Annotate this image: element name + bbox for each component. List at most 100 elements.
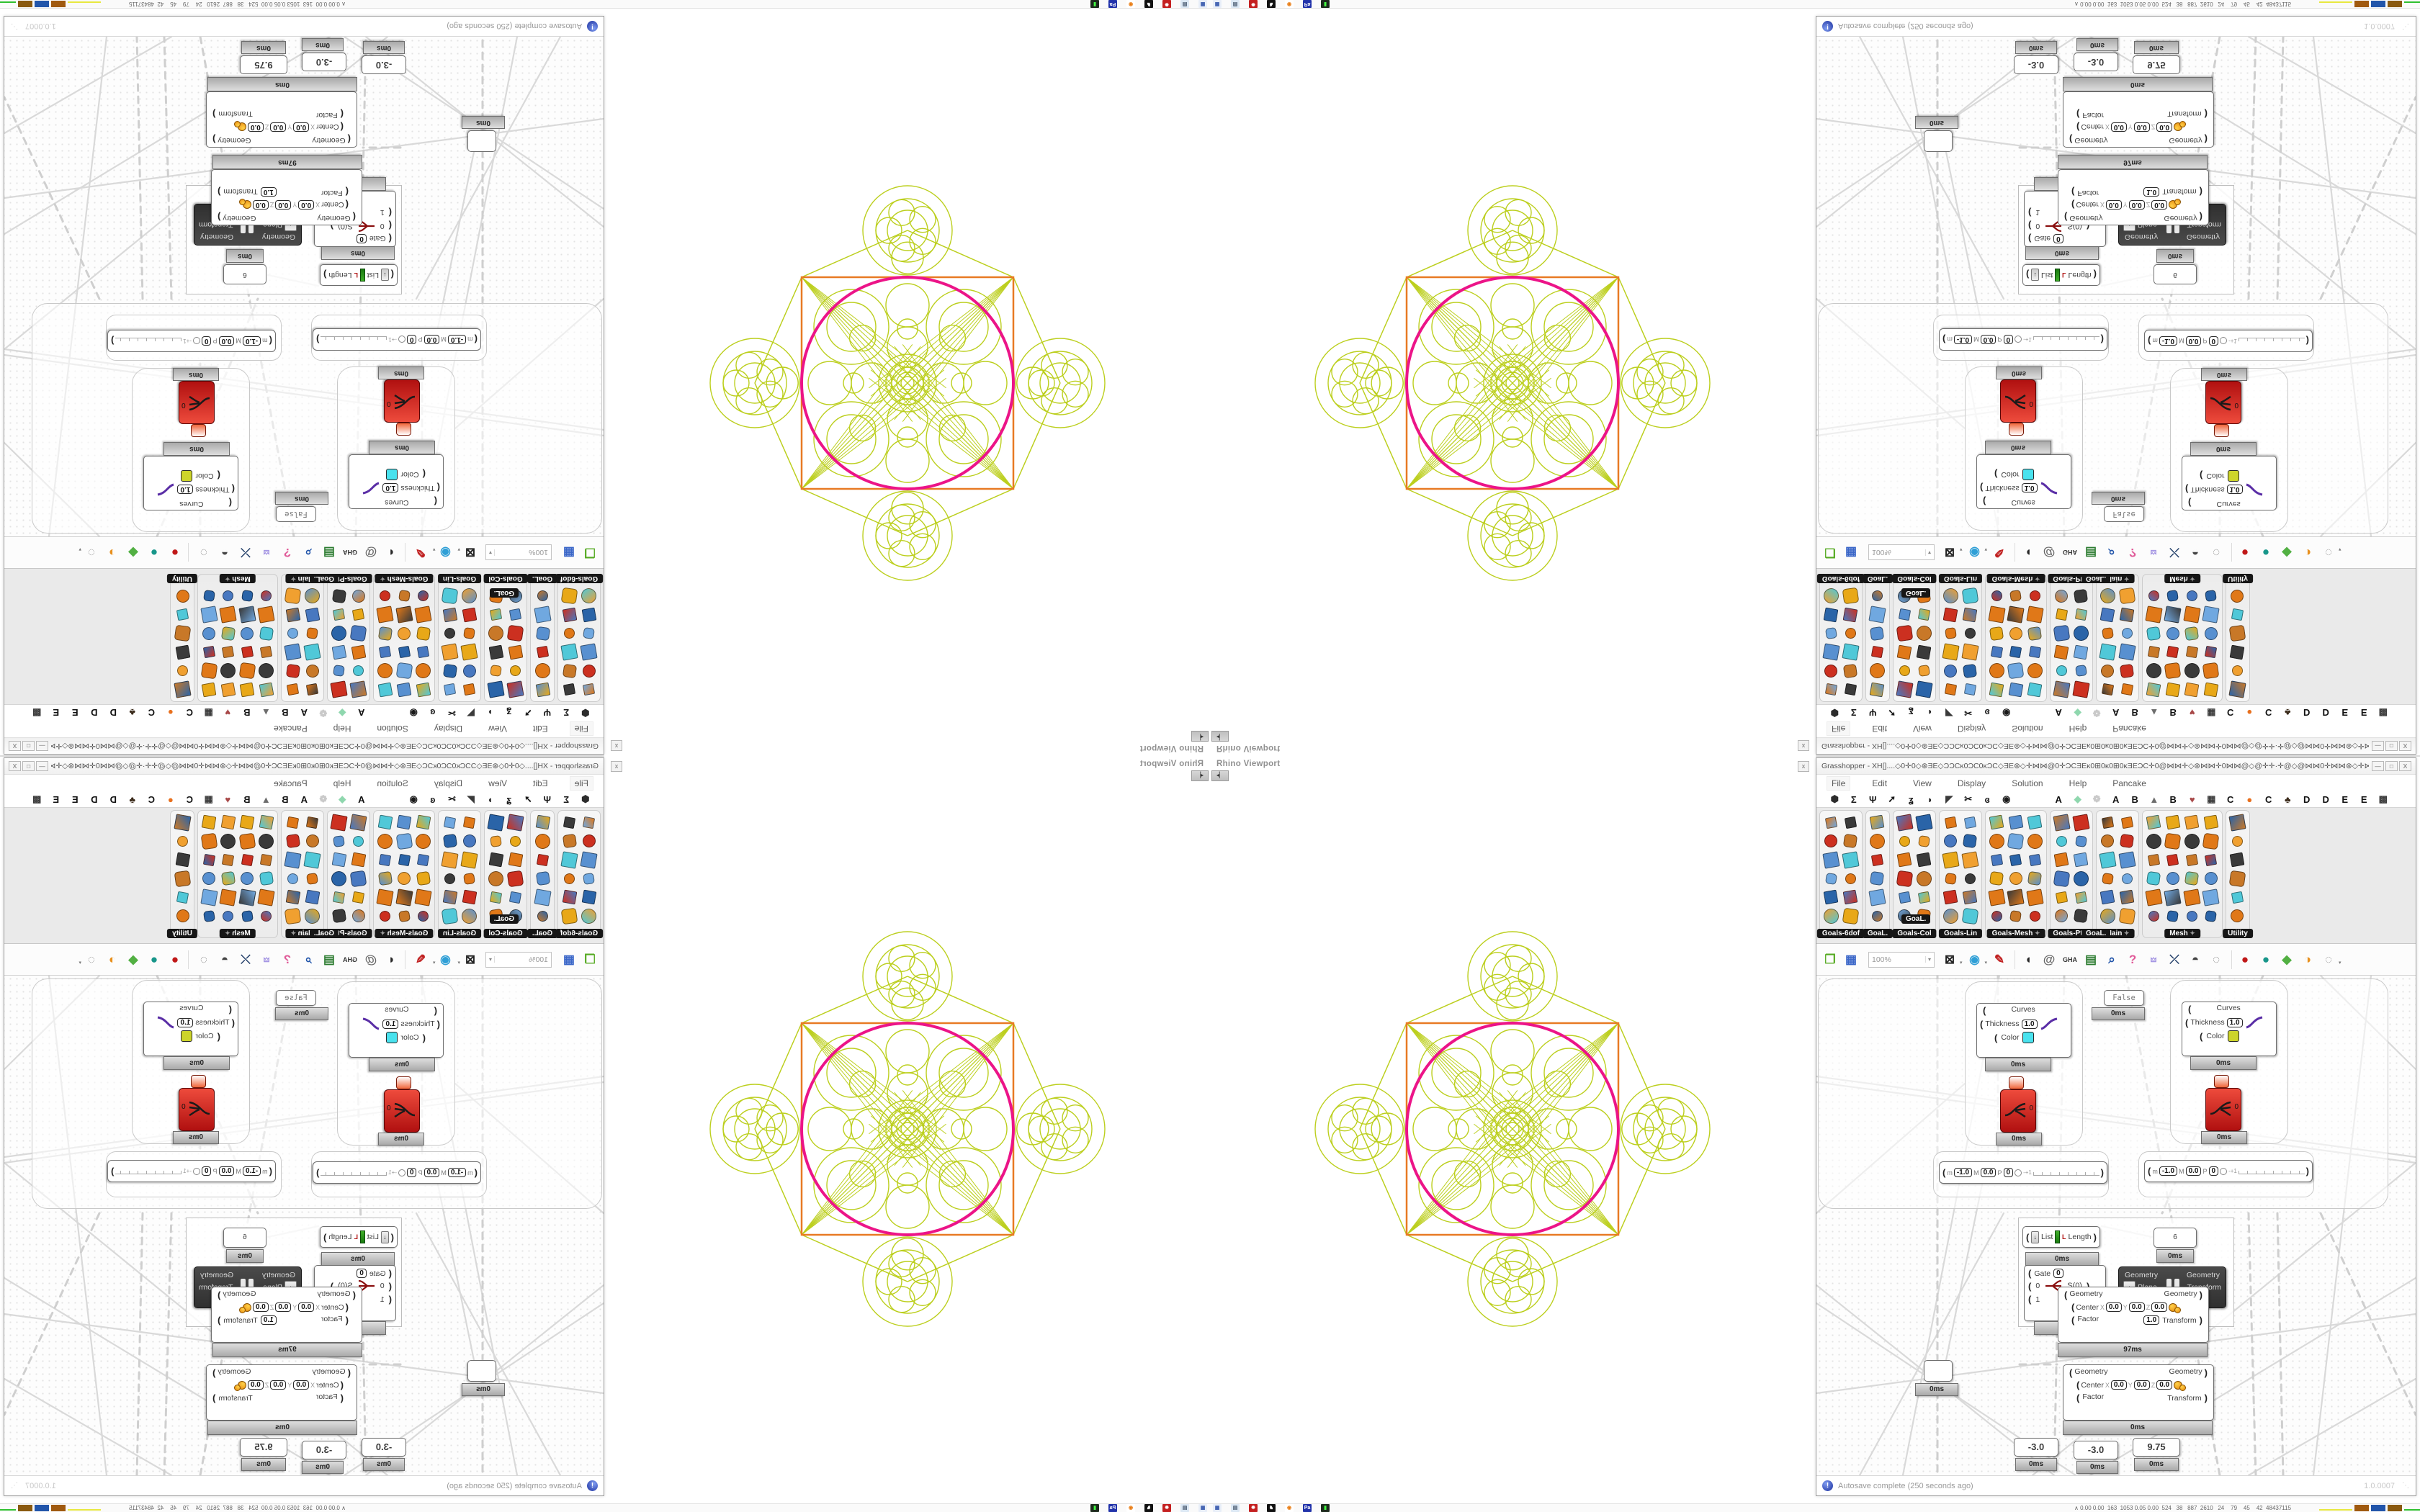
component-icon[interactable] [257,813,276,832]
input-nub[interactable]: ( [1983,1005,1986,1016]
slider-value[interactable]: 0 [2003,1168,2014,1177]
list-length-node[interactable]: ( ↓ List L Length ) [320,264,398,286]
component-icon[interactable] [560,813,579,832]
tray-icon-0[interactable]: ▦ [1198,0,1207,8]
component-icon[interactable] [2025,888,2044,906]
component-icon[interactable] [395,606,413,624]
component-icon[interactable] [2144,869,2163,888]
component-icon[interactable] [1821,662,1840,680]
monitor-caret[interactable]: ∧ [2074,1,2081,7]
toolbar-icon-14[interactable]: ◌ [2212,546,2220,560]
favorite-icon[interactable]: ♥ [2189,793,2195,805]
component-icon[interactable] [2144,906,2163,925]
minimize-button[interactable]: — [2372,741,2384,751]
minimize-button[interactable]: — [36,761,48,771]
chevron-down-icon[interactable]: ▾ [1924,549,1931,556]
component-icon[interactable] [376,606,395,624]
favorite-icon[interactable]: B [243,707,251,719]
scale-node[interactable]: (Geometry Geometry) (Center X 0.0 Y 0.0 Z 0.0 (… [211,169,362,225]
component-icon[interactable] [1941,680,1960,699]
favorite-icon[interactable]: ◉ [409,708,418,719]
component-icon[interactable] [460,624,479,643]
component-icon[interactable] [349,643,368,662]
favorite-icon[interactable]: D [2303,707,2311,719]
component-icon[interactable] [2202,606,2220,624]
slider-value[interactable]: 0 [201,336,212,346]
component-icon[interactable] [1960,606,1979,624]
component-icon[interactable] [376,869,395,888]
component-icon[interactable] [1960,888,1979,906]
toolbar-icon-11[interactable]: 🜲 [263,955,270,963]
color-swatch-yellow[interactable] [2228,1030,2240,1042]
curves-display-node[interactable]: (Curves (Thickness 1.0 (Color [349,1003,444,1058]
component-icon[interactable] [376,832,395,850]
toolbar-icon-17[interactable]: ◆ [2282,546,2292,560]
component-icon[interactable] [2098,850,2117,869]
toolbar-icon-19[interactable]: ◌ [87,952,96,966]
input-nub[interactable]: ( [2185,1017,2189,1028]
favorite-icon[interactable]: ▲ [261,793,271,805]
component-icon[interactable] [303,606,322,624]
component-icon[interactable] [1821,680,1840,699]
component-icon[interactable] [2228,662,2246,680]
error-node[interactable]: 0 [2000,379,2036,423]
slider-knob[interactable] [2220,1167,2228,1175]
toolbar-icon-2[interactable]: ⊠ [1944,952,1955,966]
toolbar-icon-0[interactable]: ❐ [584,952,596,966]
grasshopper-window[interactable]: Grasshopper - XH[]....◇0✛0◇⊛ƎE◇ƆƆCĸ0ƆC0ĸ… [1816,757,2416,1496]
input-nub[interactable]: ( [231,1017,235,1028]
toolbar-icon-5[interactable]: ◖ [2024,546,2033,560]
slider-value[interactable]: 0 [406,1168,417,1177]
component-icon[interactable] [1987,662,2006,680]
slider-knob[interactable] [192,337,200,345]
component-icon[interactable] [414,832,433,850]
value-box[interactable]: 0.0 [293,1380,310,1390]
component-icon[interactable] [487,643,506,662]
curves-display-node[interactable]: (Curves (Thickness 1.0 (Color [2182,1002,2277,1056]
scale-node[interactable]: (Geometry Geometry) (Center X 0.0 Y 0.0 Z 0.0 (… [2058,169,2209,225]
component-icon[interactable] [376,624,395,643]
component-icon[interactable] [580,813,599,832]
component-icon[interactable] [330,850,349,869]
component-icon[interactable] [349,813,368,832]
value-box[interactable]: 0.0 [247,1380,264,1390]
boolean-toggle-node[interactable]: False [276,506,316,522]
rhino-viewport[interactable]: Rhino Viewport ◂▏ x [604,9,1210,756]
value-box[interactable]: 0.0 [270,1380,287,1390]
component-icon[interactable] [257,643,276,662]
slider-mid[interactable]: 0.0 [1980,1168,1996,1177]
component-icon[interactable] [2007,813,2025,832]
favorite-icon[interactable]: ♥ [225,793,231,805]
component-icon[interactable] [2182,888,2201,906]
favorite-icon[interactable]: B [2131,707,2138,719]
zoom-combobox[interactable]: 100% ▾ [1868,951,1935,968]
curves-display-node[interactable]: (Curves (Thickness 1.0 (Color [1976,454,2071,509]
toolbar-icon-1[interactable]: ▦ [1845,546,1857,560]
favorite-icon[interactable]: E [71,793,79,805]
favorite-icon[interactable]: ◗ [1927,707,1933,719]
panel-tab-goals-col[interactable]: Goals-Col [483,574,528,583]
component-icon[interactable] [395,832,413,850]
component-icon[interactable] [2007,662,2025,680]
tray-icon-4[interactable]: ◉ [1126,0,1135,8]
component-icon[interactable] [1821,906,1840,925]
component-icon[interactable] [349,606,368,624]
tray-icon-6[interactable]: ▮ [1090,0,1099,8]
component-icon[interactable] [2202,869,2220,888]
component-icon[interactable] [2164,888,2182,906]
component-icon[interactable] [2182,813,2201,832]
component-icon[interactable] [284,869,302,888]
component-icon[interactable] [1895,850,1914,869]
component-icon[interactable] [487,869,506,888]
component-icon[interactable] [2164,850,2182,869]
slider-min[interactable]: -1.0 [2159,336,2178,346]
component-icon[interactable] [330,624,349,643]
tray-icon-0[interactable]: ▦ [1213,1504,1222,1512]
favorite-icon[interactable]: B [2131,793,2138,805]
component-icon[interactable] [534,832,552,850]
chevron-down-icon[interactable]: ▾ [1960,960,1963,966]
panel-tab-utility[interactable]: Utility [167,574,197,583]
number-slider[interactable]: (m -1.0 M 0.0 P 0 -+1 ) [2144,330,2313,352]
scale-node[interactable]: (Geometry Geometry) (Center X 0.0 Y 0.0 Z 0.0 (… [211,1287,362,1343]
component-icon[interactable] [1987,888,2006,906]
